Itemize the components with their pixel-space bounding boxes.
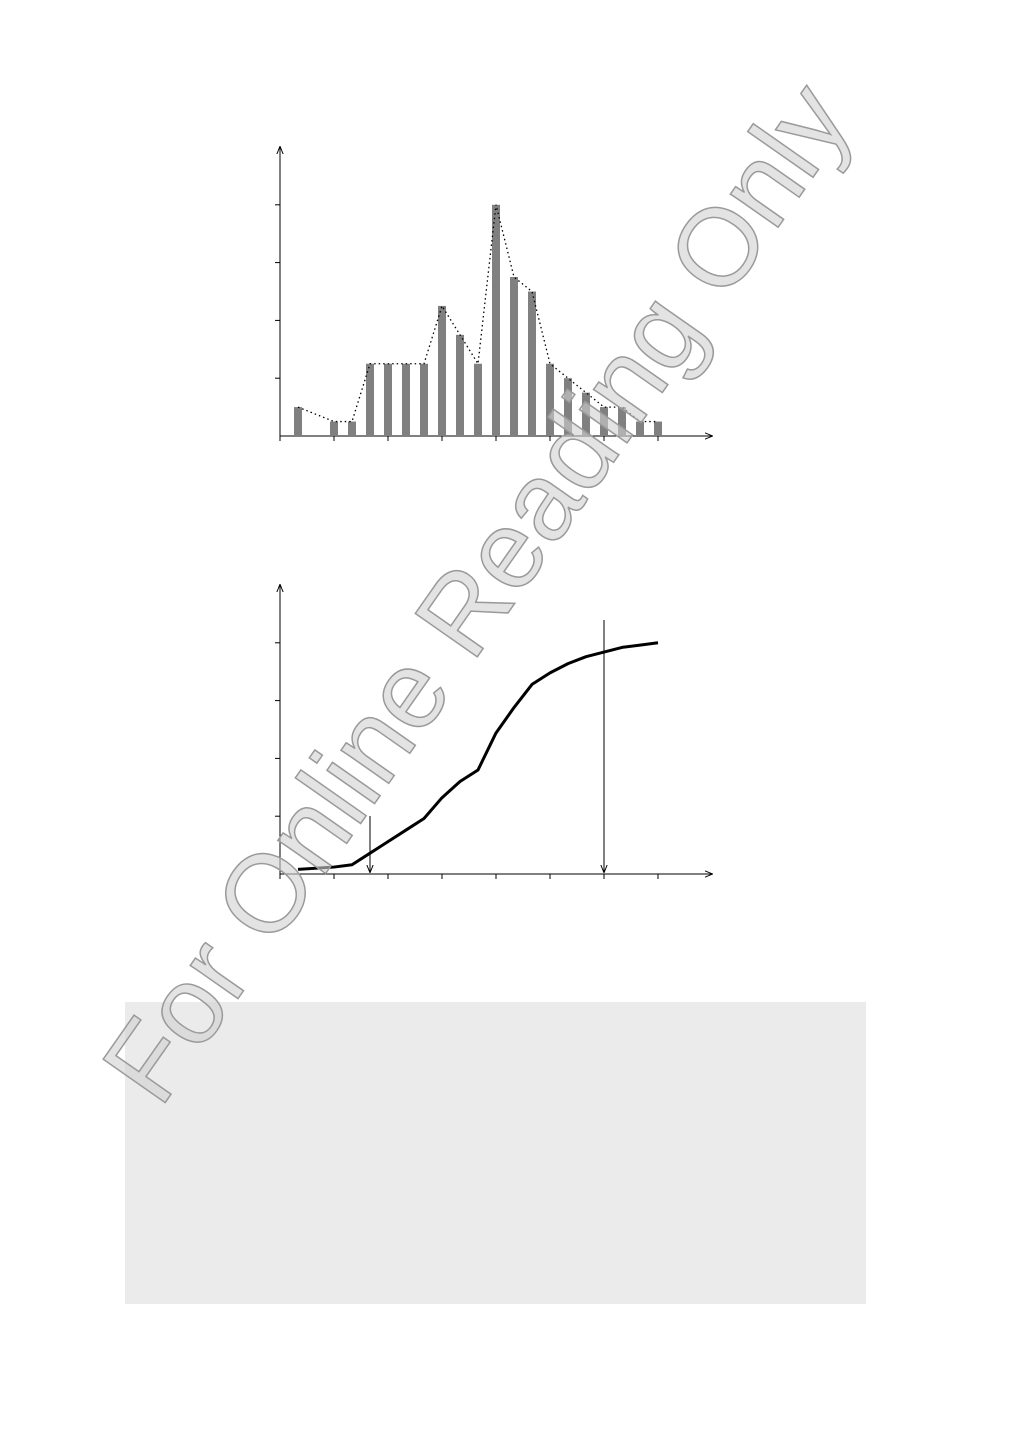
bar [528,291,536,436]
bar [564,378,572,436]
bar [330,421,338,436]
cumulative-line [297,641,659,871]
bar [348,421,356,436]
bar [456,334,464,436]
bar [474,363,482,436]
bar [420,363,428,436]
bar [582,392,590,436]
bar [492,204,500,436]
bar [546,363,554,436]
bar [366,363,374,436]
bar [402,363,410,436]
bar [510,277,518,436]
grey-box [125,1002,866,1304]
bar [618,407,626,436]
bar [294,407,302,436]
bar [438,305,446,436]
watermark: For Online Reading Only [79,62,874,1124]
bar [636,421,644,436]
bar [654,421,662,436]
bar [384,363,392,436]
bar [600,407,608,436]
